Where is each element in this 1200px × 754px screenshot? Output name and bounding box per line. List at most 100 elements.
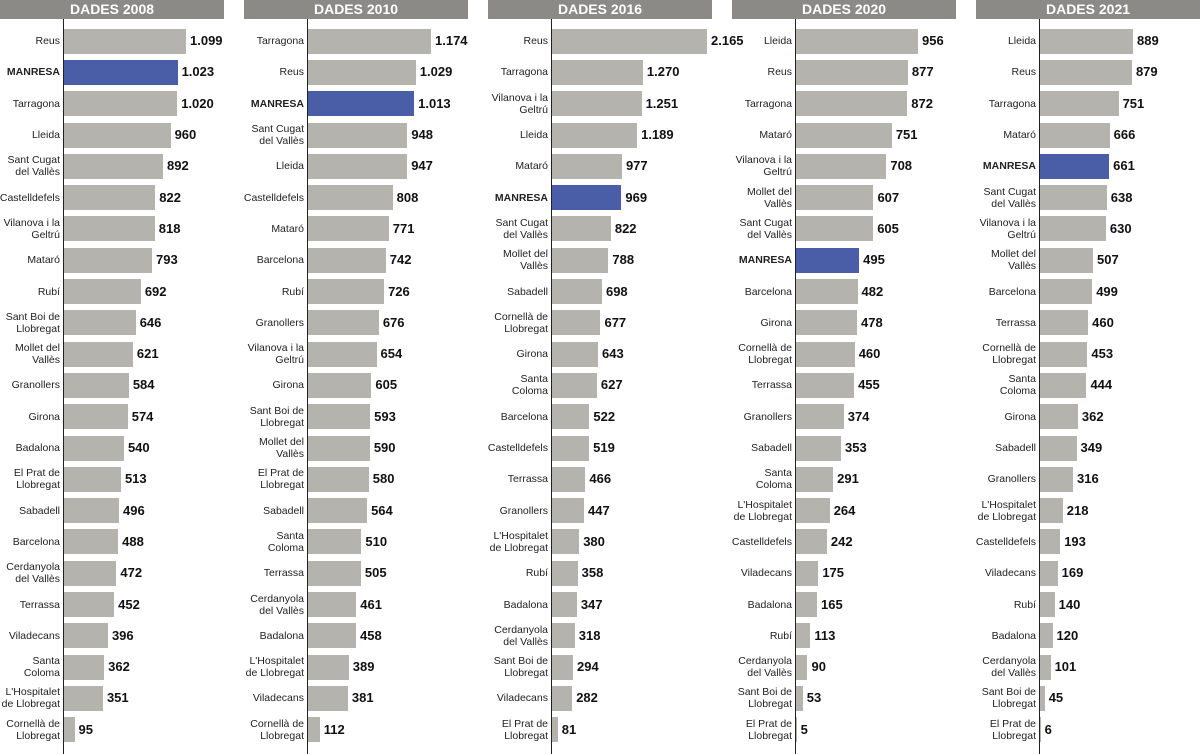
category-label: Reus bbox=[523, 35, 548, 48]
value-label: 960 bbox=[174, 127, 197, 143]
value-label: 113 bbox=[814, 627, 836, 643]
value-label: 165 bbox=[821, 596, 843, 612]
category-label: Sabadell bbox=[507, 285, 548, 298]
bar bbox=[552, 623, 575, 649]
axis-line bbox=[551, 19, 552, 754]
bar bbox=[1040, 310, 1089, 336]
category-label: Barcelona bbox=[12, 535, 60, 548]
category-label: Mollet del Vallès bbox=[503, 248, 548, 273]
value-label: 522 bbox=[593, 408, 616, 424]
value-label: 53 bbox=[806, 690, 822, 706]
bar bbox=[796, 623, 811, 649]
bar bbox=[796, 404, 844, 430]
value-label: 879 bbox=[1135, 64, 1158, 80]
value-label: 381 bbox=[351, 690, 374, 706]
value-label: 466 bbox=[589, 471, 612, 487]
value-label: 977 bbox=[625, 158, 648, 174]
value-label: 120 bbox=[1056, 627, 1079, 643]
value-label: 708 bbox=[890, 158, 913, 174]
category-label: L'Hospitalet de Llobregat bbox=[977, 498, 1036, 523]
category-label: Mollet del Vallès bbox=[991, 248, 1036, 273]
bar bbox=[308, 279, 385, 305]
category-label: Reus bbox=[767, 66, 792, 79]
value-label: 101 bbox=[1054, 659, 1077, 675]
category-label: Barcelona bbox=[256, 254, 304, 267]
value-label: 822 bbox=[614, 220, 637, 236]
bar bbox=[1040, 216, 1106, 242]
value-label: 1.174 bbox=[435, 33, 468, 49]
category-label: Barcelona bbox=[988, 285, 1036, 298]
axis-line bbox=[307, 19, 308, 754]
bar bbox=[308, 685, 348, 711]
bar bbox=[1040, 91, 1119, 117]
value-label: 969 bbox=[625, 189, 648, 205]
bar bbox=[796, 685, 803, 711]
category-label: Rubí bbox=[281, 285, 304, 298]
bar bbox=[308, 529, 362, 555]
category-label: Rubí bbox=[37, 285, 60, 298]
bar bbox=[64, 310, 136, 336]
bar bbox=[308, 466, 369, 492]
value-label: 510 bbox=[365, 533, 388, 549]
value-label: 607 bbox=[877, 189, 900, 205]
value-label: 892 bbox=[167, 158, 189, 174]
value-label: 169 bbox=[1061, 565, 1084, 581]
category-label: Girona bbox=[760, 316, 792, 329]
value-label: 584 bbox=[132, 377, 155, 393]
category-label: Granollers bbox=[987, 473, 1036, 486]
bar bbox=[1040, 654, 1051, 680]
category-label: Mataró bbox=[27, 254, 60, 267]
value-label: 472 bbox=[120, 565, 143, 581]
category-label: Granollers bbox=[743, 410, 792, 423]
bar bbox=[308, 59, 416, 85]
value-label: 242 bbox=[830, 533, 853, 549]
value-label: 496 bbox=[123, 502, 145, 518]
category-label: Mollet del Vallès bbox=[15, 342, 60, 367]
value-label: 447 bbox=[588, 502, 610, 518]
category-label: El Prat de Llobregat bbox=[745, 717, 792, 742]
value-label: 291 bbox=[837, 471, 859, 487]
value-label: 347 bbox=[580, 596, 603, 612]
category-label: Tarragona bbox=[256, 35, 304, 48]
value-label: 505 bbox=[364, 565, 387, 581]
category-label: Viladecans bbox=[496, 692, 548, 705]
category-label: Lleida bbox=[763, 35, 792, 48]
category-label: Sabadell bbox=[751, 442, 792, 455]
category-label: Mataró bbox=[759, 129, 792, 142]
value-label: 1.013 bbox=[418, 95, 451, 111]
bar bbox=[1040, 498, 1063, 524]
bar bbox=[796, 91, 908, 117]
bar bbox=[64, 216, 155, 242]
bar bbox=[1040, 435, 1077, 461]
bar bbox=[552, 498, 584, 524]
category-label: Rubí bbox=[1013, 598, 1036, 611]
value-label: 460 bbox=[1092, 314, 1114, 330]
category-label: Terrassa bbox=[507, 473, 548, 486]
value-label: 692 bbox=[144, 283, 167, 299]
bar bbox=[796, 466, 834, 492]
value-label: 349 bbox=[1080, 440, 1103, 456]
category-label: Lleida bbox=[519, 129, 548, 142]
bar bbox=[1040, 59, 1132, 85]
category-label: Sant Boi de Llobregat bbox=[5, 310, 60, 335]
value-label: 461 bbox=[360, 596, 382, 612]
value-label: 264 bbox=[833, 502, 856, 518]
value-label: 822 bbox=[159, 189, 181, 205]
bar bbox=[308, 654, 349, 680]
category-label: MANRESA bbox=[982, 160, 1036, 173]
category-label: Terrassa bbox=[751, 379, 792, 392]
category-label: Sant Boi de Llobregat bbox=[493, 655, 548, 680]
chart-panel: DADES 2016 Reus 2.165 Tarragona 1.270 Vilanov… bbox=[488, 0, 744, 754]
bar bbox=[796, 529, 827, 555]
category-label: Mollet del Vallès bbox=[747, 185, 792, 210]
value-label: 1.029 bbox=[419, 64, 453, 80]
bar bbox=[308, 310, 379, 336]
value-label: 2.165 bbox=[711, 33, 744, 49]
value-label: 458 bbox=[359, 627, 382, 643]
category-label: Badalona bbox=[259, 629, 304, 642]
value-label: 621 bbox=[136, 346, 159, 362]
category-label: Cerdanyola del Vallès bbox=[494, 623, 548, 648]
category-label: MANRESA bbox=[494, 191, 548, 204]
value-label: 590 bbox=[373, 440, 396, 456]
